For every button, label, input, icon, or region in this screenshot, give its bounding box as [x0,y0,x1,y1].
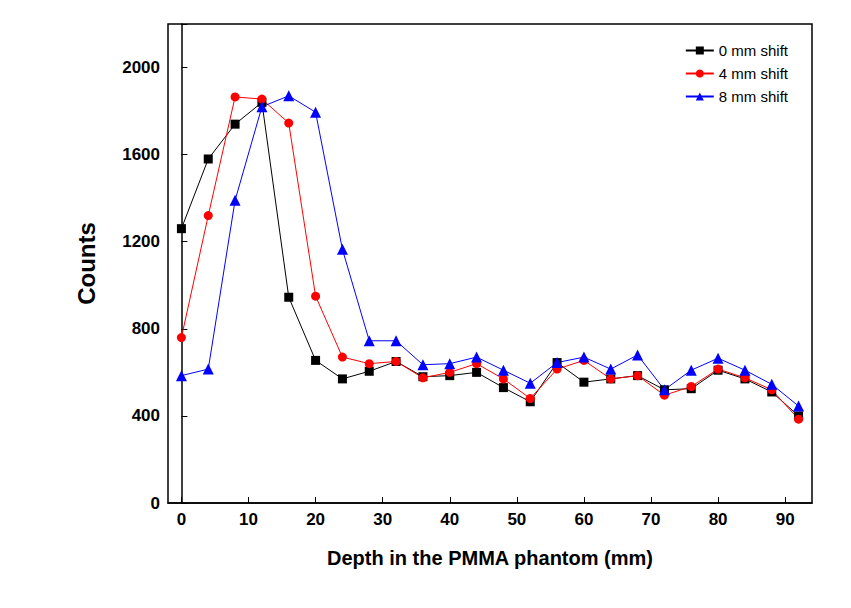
svg-text:30: 30 [373,510,392,529]
svg-text:Depth in the PMMA phantom (mm): Depth in the PMMA phantom (mm) [327,547,653,569]
svg-text:4 mm shift: 4 mm shift [719,65,789,82]
svg-text:80: 80 [709,510,728,529]
svg-text:40: 40 [440,510,459,529]
svg-text:1200: 1200 [122,232,160,251]
svg-text:400: 400 [132,406,160,425]
svg-text:50: 50 [507,510,526,529]
svg-text:0: 0 [151,494,160,513]
svg-text:90: 90 [776,510,795,529]
svg-text:60: 60 [574,510,593,529]
svg-text:10: 10 [239,510,258,529]
svg-text:0: 0 [177,510,186,529]
svg-text:Counts: Counts [73,222,100,305]
svg-text:2000: 2000 [122,58,160,77]
svg-text:8 mm shift: 8 mm shift [719,88,789,105]
svg-text:70: 70 [642,510,661,529]
svg-text:1600: 1600 [122,145,160,164]
svg-text:20: 20 [306,510,325,529]
svg-text:800: 800 [132,319,160,338]
svg-text:0 mm shift: 0 mm shift [719,42,789,59]
